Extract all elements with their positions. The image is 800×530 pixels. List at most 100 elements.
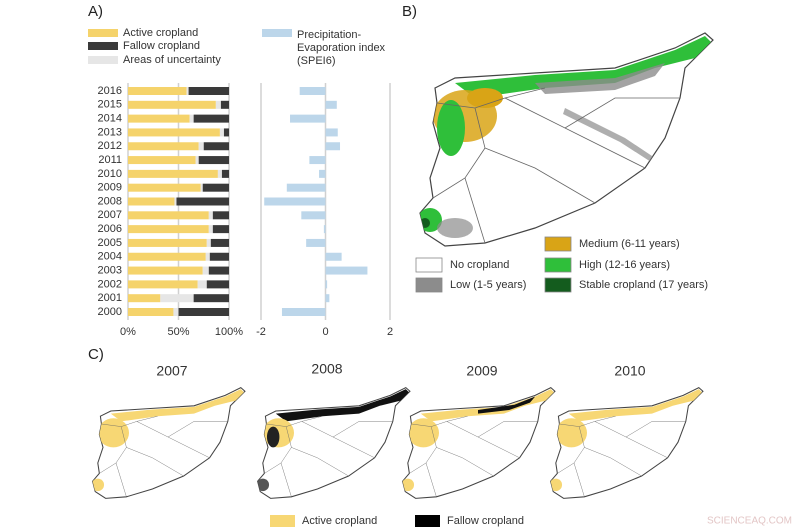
x-tick-label: 2 xyxy=(387,326,393,338)
map-c xyxy=(550,387,704,499)
bar xyxy=(221,169,229,178)
bar xyxy=(212,211,229,220)
bar xyxy=(325,142,341,151)
bar xyxy=(325,100,337,109)
watermark: SCIENCEAQ.COM xyxy=(707,516,792,527)
bar xyxy=(264,197,326,206)
bar xyxy=(128,252,206,261)
bar xyxy=(193,294,229,303)
y-tick-label: 2014 xyxy=(98,113,122,125)
bar xyxy=(174,197,177,206)
bar xyxy=(128,225,209,234)
bar xyxy=(128,128,220,137)
bar xyxy=(128,169,218,178)
bar xyxy=(208,211,213,220)
bar xyxy=(128,156,196,165)
y-tick-label: 2005 xyxy=(98,237,122,249)
bar xyxy=(299,87,326,95)
bar xyxy=(198,156,229,165)
legend-label: Low (1-5 years) xyxy=(450,279,526,291)
bar xyxy=(178,308,229,316)
bar xyxy=(186,87,189,95)
legend-label: Stable cropland (17 years) xyxy=(579,279,708,291)
legend-label: Fallow cropland xyxy=(123,40,200,52)
map-year: 2009 xyxy=(466,363,497,379)
bar xyxy=(281,308,326,316)
legend-swatch xyxy=(262,29,292,37)
y-tick-label: 2002 xyxy=(98,278,122,290)
bar xyxy=(176,197,229,206)
legend-label: Fallow cropland xyxy=(447,515,524,527)
map-c xyxy=(92,387,246,499)
legend-swatch xyxy=(88,29,118,37)
bar xyxy=(200,183,203,192)
panel-label: C) xyxy=(88,346,104,363)
map-c-legend: Active cropland Fallow cropland xyxy=(270,515,524,527)
bar xyxy=(188,87,229,95)
bar xyxy=(319,169,326,178)
map-b-legend: No cropland Low (1-5 years) Medium (6-11 y… xyxy=(415,236,708,293)
x-tick-label: -2 xyxy=(256,326,266,338)
legend-swatch xyxy=(544,257,572,273)
y-tick-label: 2010 xyxy=(98,168,122,180)
bar xyxy=(206,280,229,289)
x-tick-label: 100% xyxy=(215,326,243,338)
bar xyxy=(193,114,229,123)
bar xyxy=(128,294,161,303)
bar xyxy=(209,252,229,261)
y-tick-label: 2007 xyxy=(98,209,122,221)
bar xyxy=(323,225,326,234)
y-tick-label: 2008 xyxy=(98,195,122,207)
bar xyxy=(189,114,194,123)
chart-a: 0% 50% 100% Active cropland Areas of uncerta… xyxy=(88,27,393,338)
bar xyxy=(160,294,194,303)
bar xyxy=(215,100,221,109)
bar xyxy=(203,142,229,151)
bar xyxy=(198,142,204,151)
panel-label: A) xyxy=(88,3,103,20)
map-year: 2008 xyxy=(311,361,342,377)
legend-swatch xyxy=(415,515,440,527)
bar xyxy=(202,183,229,192)
y-tick-label: 2001 xyxy=(98,292,122,304)
bar xyxy=(325,294,330,303)
y-tick-label: 2011 xyxy=(98,154,122,166)
bar xyxy=(173,308,179,316)
legend-swatch xyxy=(415,257,443,273)
bar xyxy=(286,183,326,192)
bar xyxy=(217,169,222,178)
y-tick-label: 2013 xyxy=(98,126,122,138)
bar xyxy=(128,183,201,192)
bar xyxy=(195,156,199,165)
bar xyxy=(206,238,211,247)
bar xyxy=(212,225,229,234)
legend-label: Precipitation-Evaporation index (SPEI6) xyxy=(297,29,386,67)
bar xyxy=(306,238,326,247)
map-c xyxy=(257,387,411,499)
bar xyxy=(128,197,175,206)
bar xyxy=(220,100,229,109)
legend-label: No cropland xyxy=(450,259,509,271)
bar xyxy=(202,266,209,275)
legend-swatch xyxy=(88,42,118,50)
x-tick-label: 50% xyxy=(167,326,189,338)
bar xyxy=(128,266,203,275)
bar xyxy=(208,266,229,275)
legend-label: Active cropland xyxy=(123,27,198,39)
bar xyxy=(128,114,190,123)
bar xyxy=(128,100,216,109)
legend-label: Active cropland xyxy=(302,515,377,527)
map-c xyxy=(402,387,556,499)
bar xyxy=(325,266,368,275)
legend-swatch xyxy=(544,277,572,293)
legend-swatch xyxy=(88,56,118,64)
bar xyxy=(128,308,174,316)
bar xyxy=(197,280,207,289)
legend-label: High (12-16 years) xyxy=(579,259,670,271)
bar xyxy=(128,87,187,95)
y-tick-label: 2016 xyxy=(98,85,122,97)
bar xyxy=(301,211,326,220)
bar xyxy=(325,128,338,137)
bar xyxy=(208,225,213,234)
